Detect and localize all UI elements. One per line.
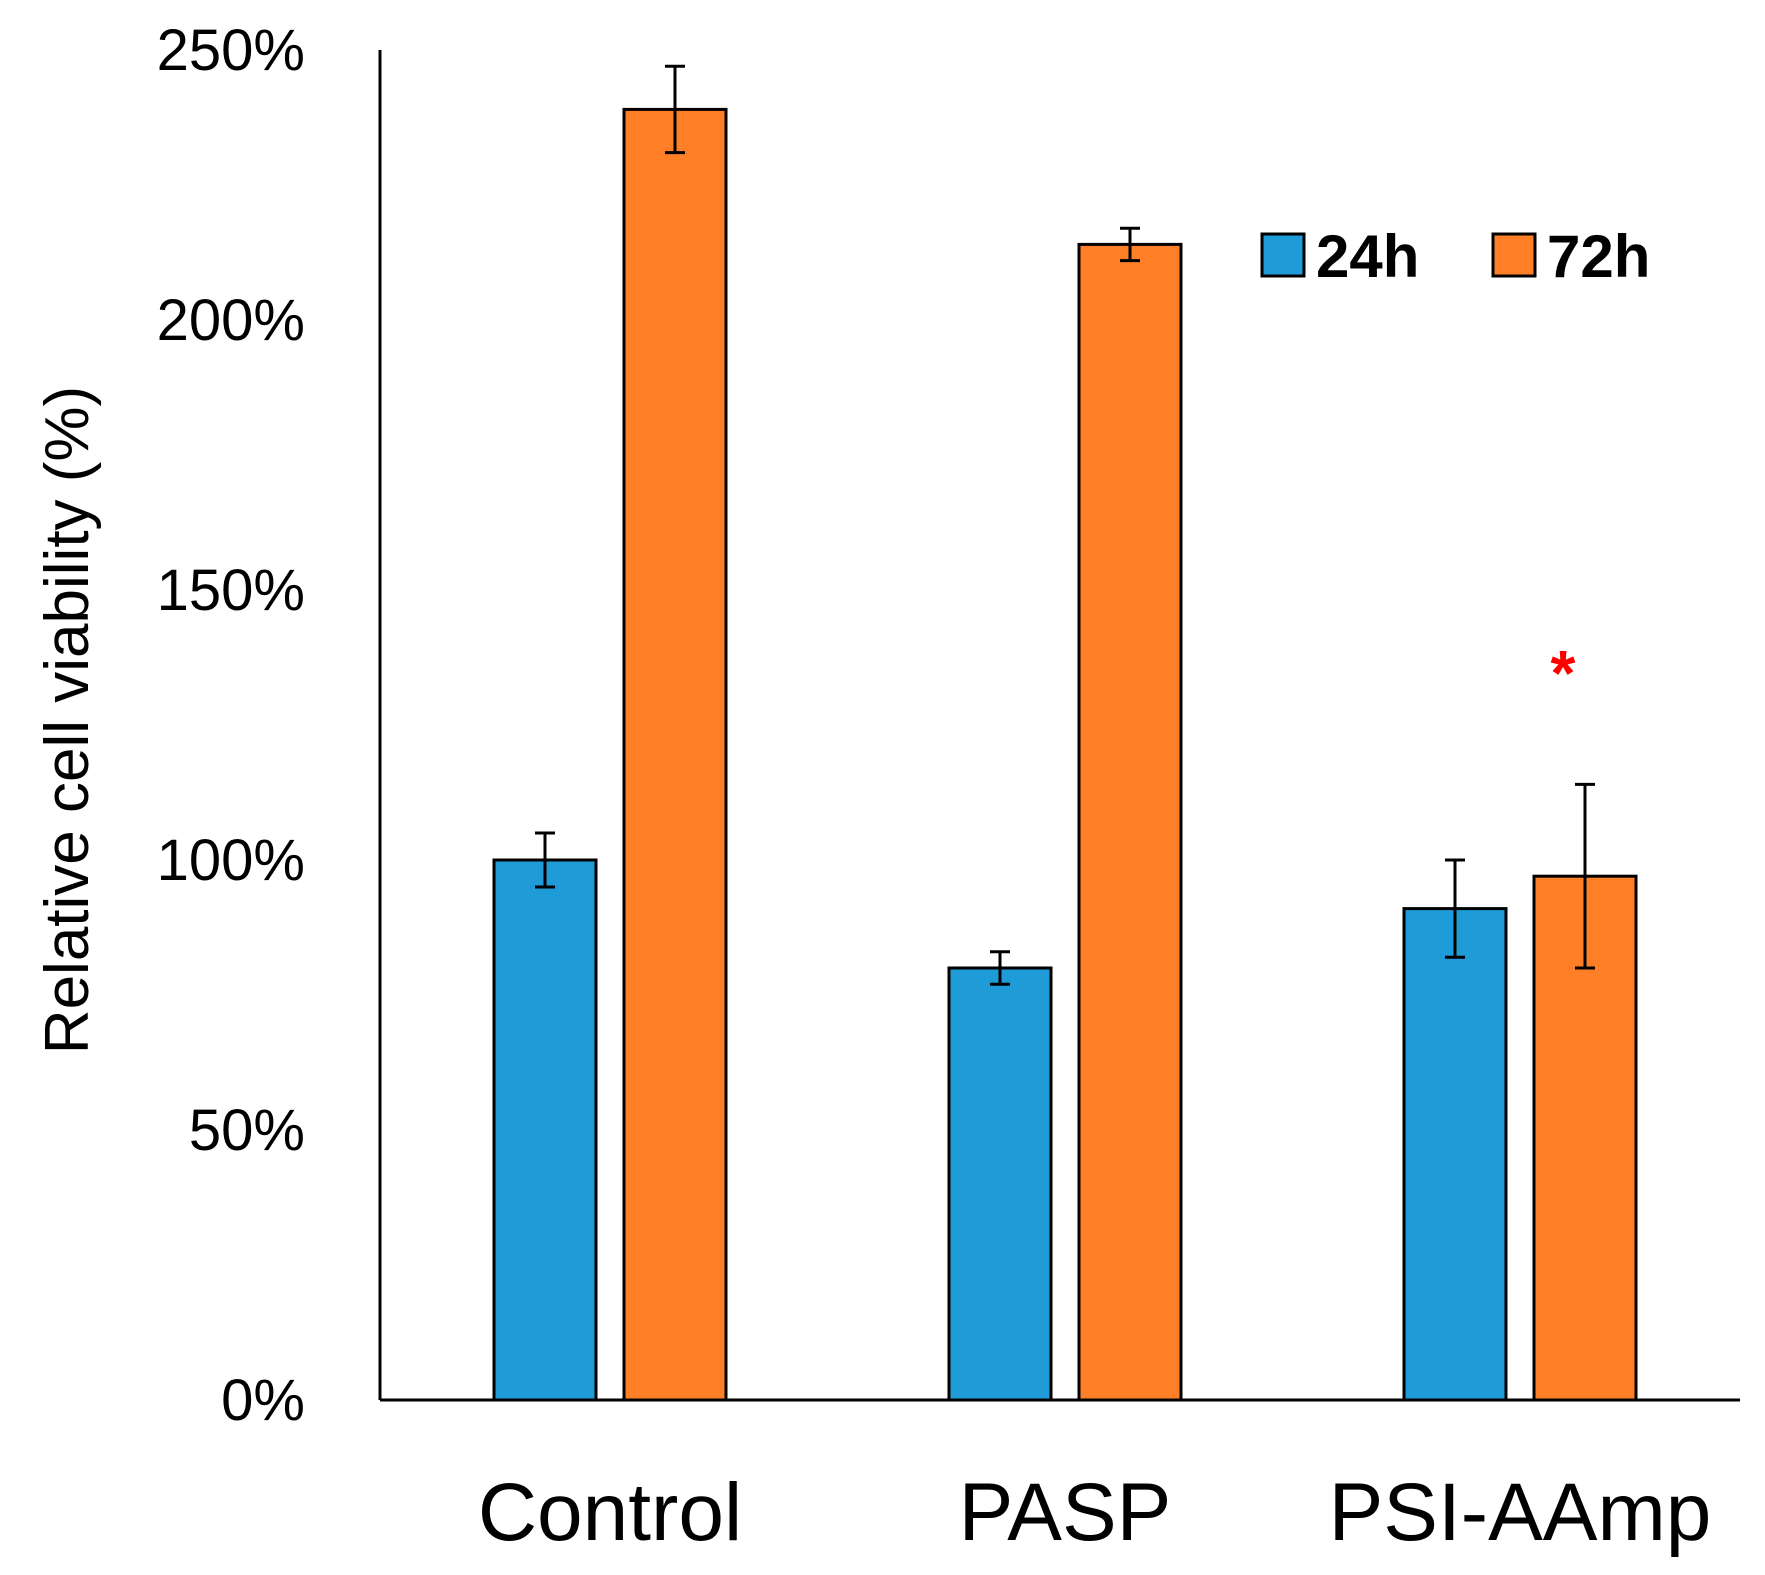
y-tick-label: 150%	[157, 558, 305, 623]
y-axis-title-group: Relative cell viability (%)	[33, 386, 102, 1054]
bar-24h-PASP	[947, 966, 1053, 1402]
error-bars	[535, 64, 1595, 986]
legend-label-24h: 24h	[1316, 223, 1419, 290]
bar-72h-PASP	[1077, 242, 1183, 1402]
y-tick-label: 50%	[189, 1098, 305, 1163]
y-tick-label: 100%	[157, 828, 305, 893]
x-category-label: PASP	[959, 1467, 1172, 1558]
bars	[492, 107, 1638, 1402]
y-tick-label: 250%	[157, 18, 305, 83]
bar-24h-Control	[492, 858, 598, 1402]
legend-swatch-72h	[1491, 232, 1537, 278]
significance-asterisk: *	[1551, 637, 1576, 709]
legend: 24h 72h	[1260, 223, 1650, 290]
y-tick-label: 0%	[221, 1368, 305, 1433]
bar-24h-PSI-AAmp	[1402, 907, 1508, 1402]
bar-72h-Control	[622, 107, 728, 1402]
x-category-labels: Control PASP PSI-AAmp	[478, 1467, 1712, 1558]
x-category-label: PSI-AAmp	[1329, 1467, 1712, 1558]
y-axis-title: Relative cell viability (%)	[33, 386, 102, 1054]
axes	[378, 50, 1740, 1402]
legend-label-72h: 72h	[1547, 223, 1650, 290]
y-tick-labels: 0% 50% 100% 150% 200% 250%	[157, 18, 305, 1433]
y-tick-label: 200%	[157, 288, 305, 353]
legend-swatch-24h	[1260, 232, 1306, 278]
annotations: *	[1551, 637, 1576, 709]
x-category-label: Control	[478, 1467, 742, 1558]
